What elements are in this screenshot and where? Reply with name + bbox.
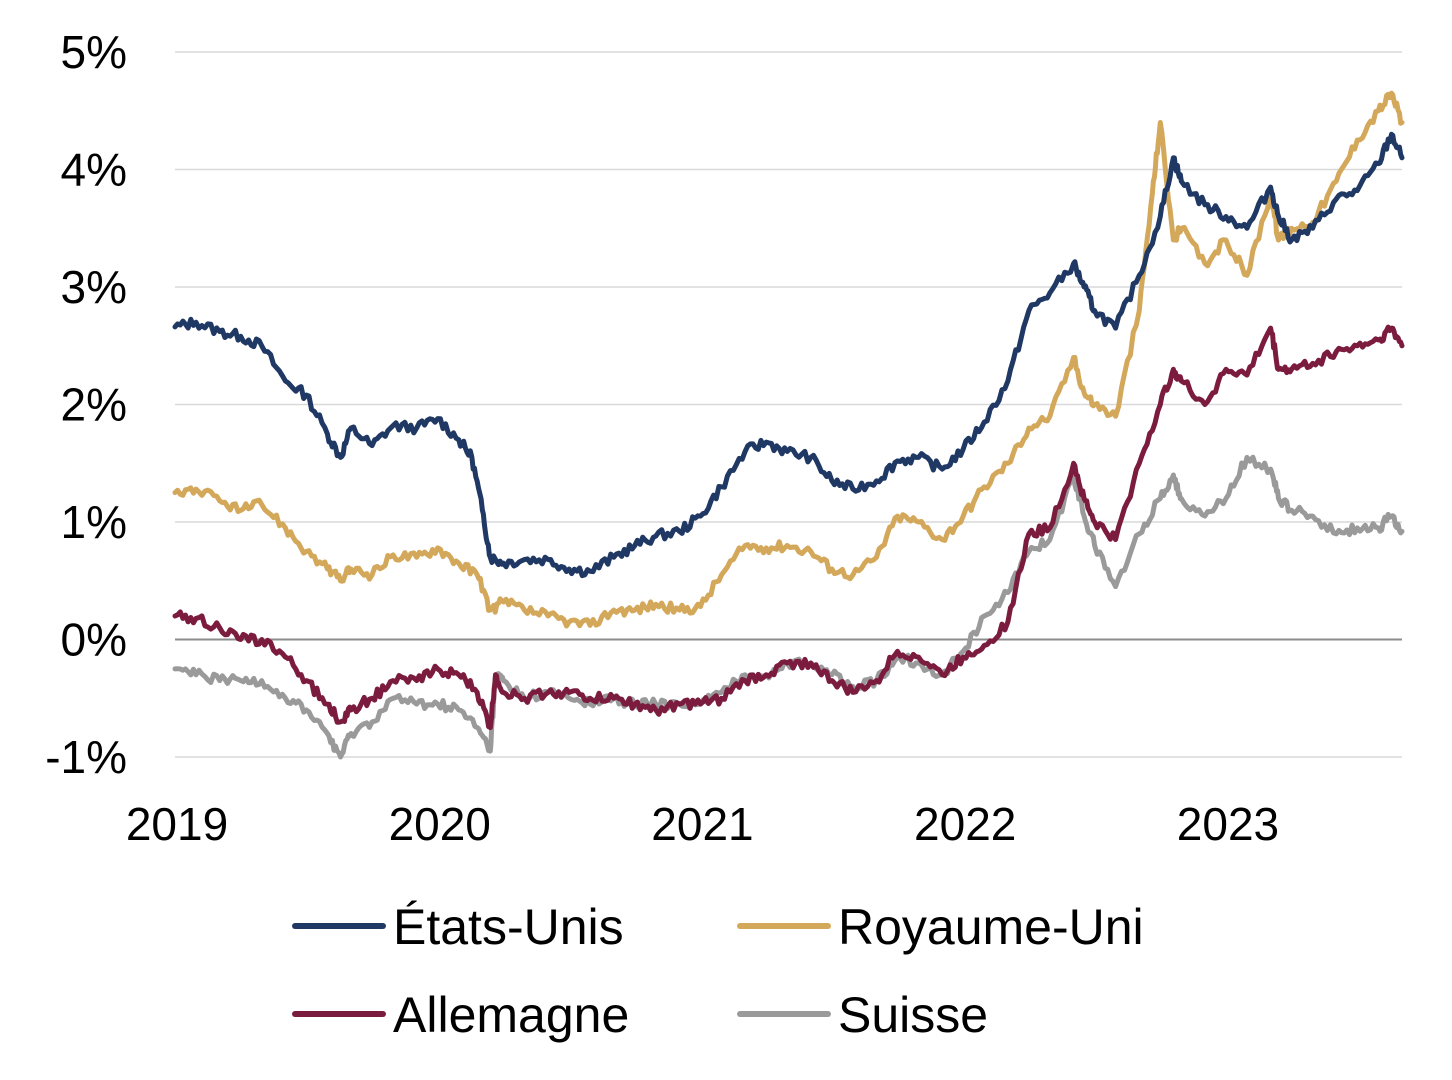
legend-label: Allemagne bbox=[393, 987, 629, 1043]
legend-label: États-Unis bbox=[393, 899, 624, 955]
x-tick-label: 2023 bbox=[1177, 798, 1279, 850]
series-line-0 bbox=[172, 131, 1405, 579]
y-tick-label: 2% bbox=[61, 379, 127, 431]
y-tick-label: 0% bbox=[61, 614, 127, 666]
x-tick-label: 2019 bbox=[126, 798, 228, 850]
legend-label: Royaume-Uni bbox=[838, 899, 1144, 955]
y-tick-label: 5% bbox=[61, 26, 127, 78]
y-tick-label: 4% bbox=[61, 144, 127, 196]
x-tick-label: 2021 bbox=[651, 798, 753, 850]
series-line-2 bbox=[172, 324, 1405, 731]
y-axis-tick-labels: -1% 0% 1% 2% 3% 4% 5% bbox=[45, 26, 127, 783]
x-axis-tick-labels: 2019 2020 2021 2022 2023 bbox=[126, 798, 1279, 850]
legend-label: Suisse bbox=[838, 987, 988, 1043]
series-lines bbox=[172, 90, 1405, 760]
legend: États-Unis Royaume-Uni Allemagne Suisse bbox=[292, 899, 1144, 1043]
x-tick-label: 2020 bbox=[389, 798, 491, 850]
y-tick-label: 3% bbox=[61, 261, 127, 313]
y-tick-label: 1% bbox=[61, 496, 127, 548]
y-tick-label: -1% bbox=[45, 731, 127, 783]
series-line-1 bbox=[172, 90, 1405, 629]
gridlines bbox=[175, 51, 1402, 758]
x-tick-label: 2022 bbox=[914, 798, 1016, 850]
